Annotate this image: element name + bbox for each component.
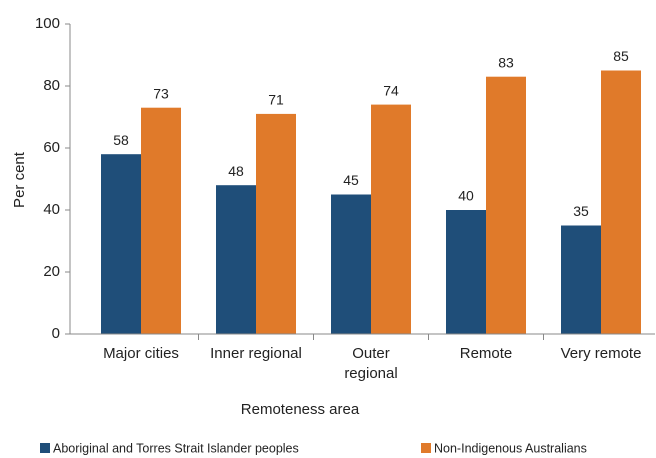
value-label: 73 [153,85,169,101]
bar [141,107,181,334]
y-tick-label: 100 [35,15,60,32]
value-label: 85 [613,48,629,64]
bar [561,225,601,334]
x-tick-label: Outer regional [344,345,398,382]
legend-label: Aboriginal and Torres Strait Islander pe… [53,441,299,455]
legend-swatch [421,443,431,453]
value-label: 40 [458,188,474,204]
bar [486,76,526,334]
y-tick-label: 80 [43,77,60,94]
value-label: 35 [573,203,589,219]
value-label: 71 [268,92,284,108]
value-label: 58 [113,132,129,148]
legend-swatch [40,443,50,453]
y-tick-label: 0 [52,325,60,342]
x-tick-label: Inner regional [210,345,302,362]
bar [371,104,411,334]
bar [101,154,141,334]
x-tick-label: Very remote [560,345,642,362]
value-label: 45 [343,172,359,188]
value-label: 48 [228,163,244,179]
bar [216,185,256,334]
value-label: 74 [383,82,399,98]
x-tick-label: Remote [459,345,513,362]
y-tick-label: 40 [43,201,60,218]
y-tick-label: 60 [43,139,60,156]
x-tick-label: Major cities [103,345,179,362]
bar [601,70,641,334]
bar [446,210,486,334]
legend-label: Non-Indigenous Australians [434,441,587,455]
y-axis-label: Per cent [11,151,28,208]
value-label: 83 [498,54,514,70]
y-tick-label: 20 [43,263,60,280]
bar [331,194,371,334]
x-axis-label: Remoteness area [241,401,360,418]
bar [256,113,296,335]
